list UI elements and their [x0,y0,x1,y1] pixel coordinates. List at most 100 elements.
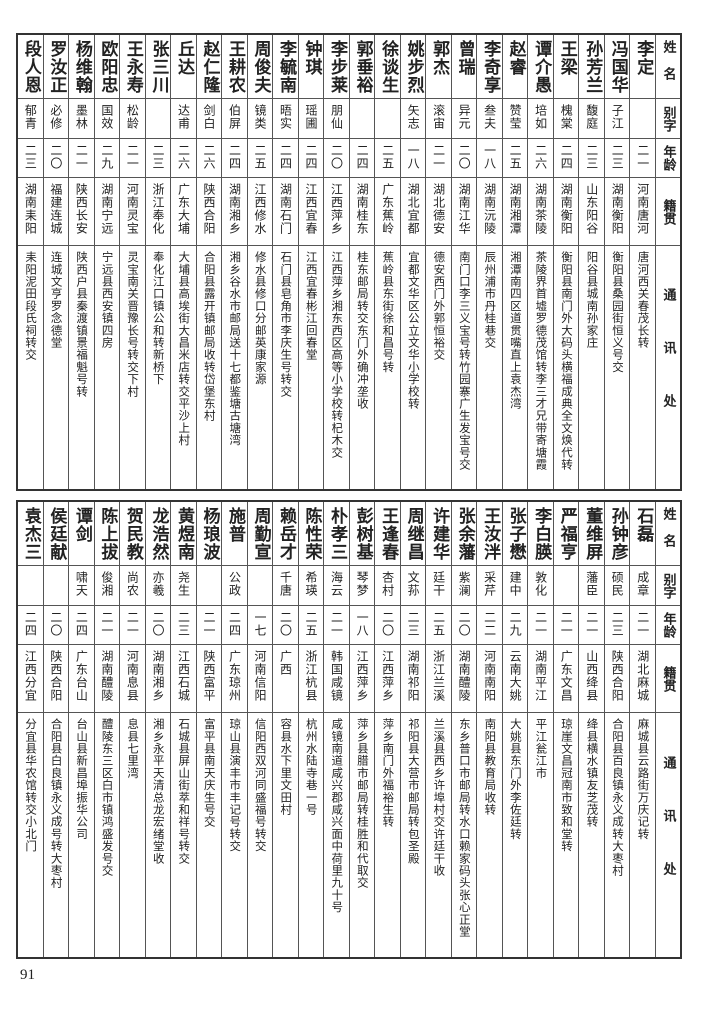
address-cell: 德安西门外郭恒裕交 [426,246,451,489]
alias-text: 千唐 [278,571,293,597]
age-cell: 二六 [528,139,553,178]
alias-cell: 伯屏 [222,99,247,139]
table-row: 侯廷献 二〇 陕西合阳 合阳县白良镇永义成号转大枣村 [42,502,69,957]
native-text: 湖南醴陵 [99,650,114,702]
native-text: 广东蕉岭 [380,183,395,235]
name-cell: 钟琪 [298,35,324,99]
native-cell: 河南南阳 [477,645,502,713]
name-cell: 李毓南 [273,35,298,99]
header-native: 籍贯 [660,665,676,692]
header-alias: 别字 [660,105,676,132]
name-text: 赵仁隆 [199,40,220,94]
name-text: 王永寿 [122,40,143,94]
age-text: 二六 [533,144,548,170]
header-native: 籍贯 [660,198,676,225]
name-text: 罗汝正 [46,40,67,94]
name-text: 钟琪 [301,40,322,76]
table-row: 谭介愚 培如 二六 湖南茶陵 茶陵界首墟罗德茂馆转李三才兄带寄塘霞 [527,35,553,489]
address-cell: 蕉岭县东街徐和昌号转 [375,246,400,489]
address-cell: 琼崖文昌冠南市致和堂转 [554,713,579,957]
name-cell: 周勤宣 [247,502,273,566]
address-text: 陕西户县秦渡镇景福魁号转 [75,251,90,398]
alias-cell: 公政 [222,566,247,606]
alias-text: 成章 [635,571,650,597]
native-cell: 河南灵宝 [120,178,145,246]
alias-cell: 培如 [528,99,553,139]
native-cell: 山西绛县 [579,645,604,713]
age-text: 二一 [99,611,114,637]
name-text: 王逢春 [378,507,399,561]
table-row: 赵仁隆 剑白 二六 陕西合阳 合阳县露开镇邮局收转岱堡东村 [195,35,222,489]
alias-cell: 馥庭 [579,99,604,139]
name-cell: 陈性荣 [298,502,324,566]
address-cell: 辰州浦市丹桂巷交 [477,246,502,489]
native-text: 河南唐河 [635,183,650,235]
name-text: 施普 [224,507,245,543]
address-cell: 灵宝南关晋豫长号转交下村 [120,246,145,489]
alias-text: 镜类 [253,104,267,130]
alias-text: 公政 [227,571,242,597]
alias-cell [553,566,579,606]
native-text: 广东大埔 [176,183,191,235]
name-cell: 袁杰三 [18,502,43,566]
table-row: 李白朠 敦化 二一 湖南平江 平江瓮江市 [527,502,553,957]
native-text: 浙江杭县 [304,650,319,702]
native-cell: 河南息县 [120,645,145,713]
native-cell: 福建连城 [43,178,69,246]
name-cell: 王逢春 [375,502,400,566]
table-row: 董维屏 藩臣 二一 山西绛县 绛县横水镇友芝茂转 [578,502,604,957]
address-cell: 麻城县云路街万庆记转 [630,713,655,957]
address-cell: 合阳县百良镇永义成转大枣村 [605,713,630,957]
native-text: 湖南石门 [278,183,293,235]
table-row: 袁杰三 二四 江西分宜 分宜县华农馆转交小北门 [18,502,43,957]
native-text: 江西萍乡 [355,650,370,702]
name-text: 董维屏 [582,507,603,561]
name-cell: 陈上拔 [94,502,120,566]
table-row: 谭剑 啸天 二四 广东台山 台山县新昌埠振华公司 [68,502,94,957]
alias-text: 馥庭 [584,104,599,130]
address-cell: 湘乡谷水市邮局送十七都鉴塘古塘湾 [222,246,247,489]
name-cell: 郭杰 [426,35,451,99]
address-text: 萍乡县腊市邮局转桂胜和代取交 [355,718,370,889]
header-alias-cell: 别字 [656,566,680,606]
alias-cell [145,99,171,139]
name-text: 李定 [633,40,654,76]
native-text: 湖南耒阳 [23,183,38,235]
header-native-cell: 籍贯 [656,645,680,713]
native-cell: 江西修水 [247,178,273,246]
age-cell: 二九 [502,606,528,645]
age-text: 二〇 [380,611,395,637]
table-row: 赖岳才 千唐 二〇 广西 容县水下里文田村 [272,502,298,957]
age-text: 二三 [23,144,38,170]
address-cell: 耒阳泥田段氏祠转交 [18,246,43,489]
address-text: 蕉岭县东街徐和昌号转 [381,251,396,373]
alias-cell: 国效 [94,99,120,139]
header-column: 姓名 别字 年龄 籍贯 通讯处 [655,502,680,957]
native-cell: 湖南湘乡 [222,178,247,246]
age-text: 一七 [253,611,267,637]
age-cell: 二五 [298,606,324,645]
table-row: 许建华 廷干 二五 浙江兰溪 兰溪县西乡许埠村交许廷干收 [425,502,451,957]
alias-cell: 晤实 [273,99,298,139]
name-cell: 冯国华 [604,35,630,99]
alias-text: 啸天 [74,571,89,597]
age-cell: 二四 [18,606,43,645]
age-cell: 二四 [298,139,324,178]
name-cell: 周俊夫 [247,35,273,99]
age-text: 二一 [329,611,344,637]
age-cell: 二一 [630,139,655,178]
age-cell: 二六 [171,139,196,178]
age-cell: 二〇 [145,606,171,645]
address-text: 杭州水陆寺巷一号 [304,718,319,816]
address-cell: 合阳县露开镇邮局收转岱堡东村 [197,246,222,489]
alias-text: 赞莹 [508,104,523,130]
alias-cell [43,566,69,606]
address-cell: 唐河西关春茂长转 [630,246,655,489]
address-cell: 南门口李三义宝号转竹园寨广生发宝号交 [452,246,477,489]
age-text: 二五 [304,611,319,637]
age-cell: 二〇 [375,606,400,645]
native-text: 广东琼州 [227,650,242,702]
age-text: 二五 [253,144,267,170]
alias-cell: 采芹 [477,566,502,606]
roster-table-top: 姓名 别字 年龄 籍贯 通讯处 李定 二一 河南唐河 唐河西关春茂长转 冯国华 子江 二三 湖南衡阳 衡阳… [16,33,682,491]
